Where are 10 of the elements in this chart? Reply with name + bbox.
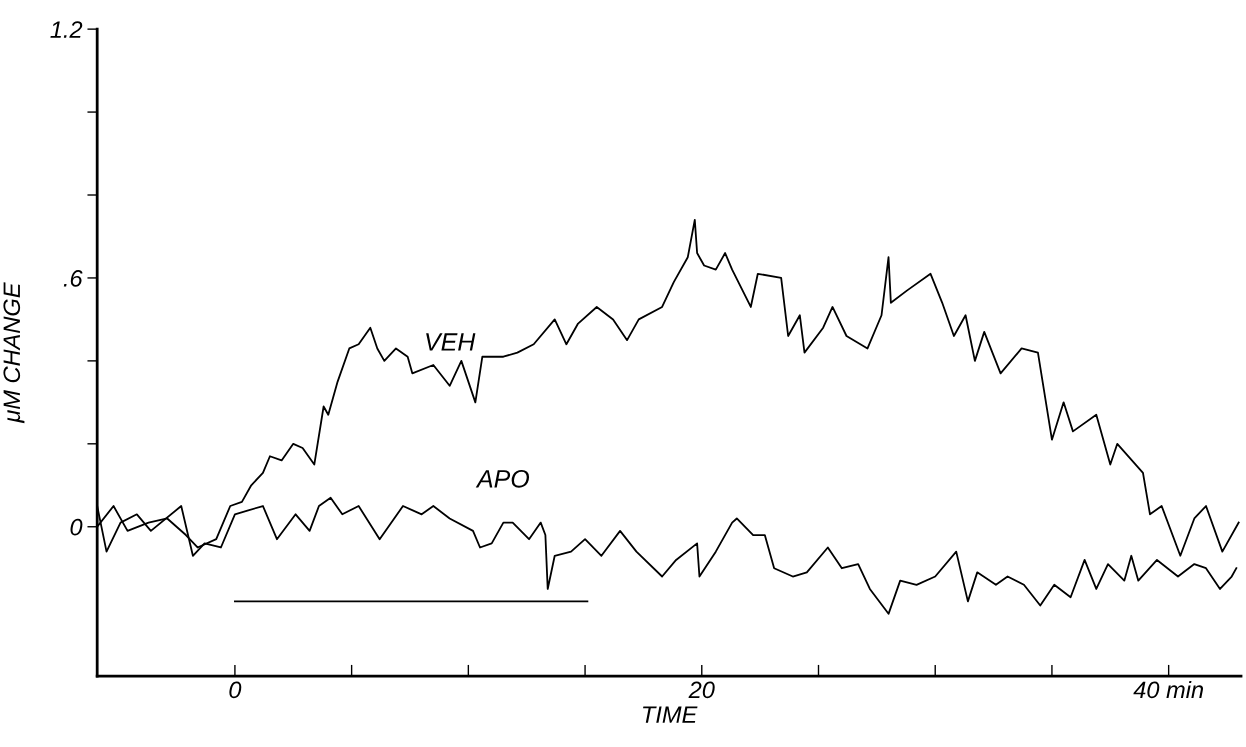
- y-tick-label: 0: [70, 518, 83, 536]
- series-label: VEH: [426, 333, 476, 351]
- y-tick-label: 1.2: [50, 21, 83, 38]
- x-tick-label: 0: [229, 681, 242, 699]
- x-tick-label: 20: [688, 681, 715, 699]
- y-tick-label: .6: [63, 270, 83, 287]
- series-label: APO: [475, 469, 530, 488]
- x-tick-label: 40 min: [1133, 680, 1204, 699]
- x-axis-title: TIME: [643, 706, 698, 723]
- y-axis-title: μM CHANGE: [3, 282, 25, 424]
